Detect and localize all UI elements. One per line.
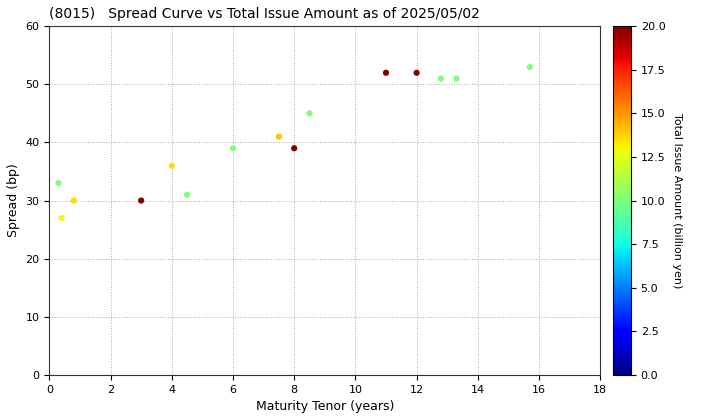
Point <box>380 69 392 76</box>
Point <box>166 162 178 169</box>
Y-axis label: Spread (bp): Spread (bp) <box>7 164 20 237</box>
Y-axis label: Total Issue Amount (billion yen): Total Issue Amount (billion yen) <box>672 113 682 288</box>
Point <box>135 197 147 204</box>
Point <box>56 215 68 221</box>
Point <box>181 192 193 198</box>
X-axis label: Maturity Tenor (years): Maturity Tenor (years) <box>256 400 394 413</box>
Point <box>53 180 64 186</box>
Point <box>68 197 80 204</box>
Point <box>436 75 447 82</box>
Point <box>411 69 423 76</box>
Point <box>228 145 239 152</box>
Text: (8015)   Spread Curve vs Total Issue Amount as of 2025/05/02: (8015) Spread Curve vs Total Issue Amoun… <box>50 7 480 21</box>
Point <box>273 133 284 140</box>
Point <box>451 75 462 82</box>
Point <box>524 63 536 70</box>
Point <box>304 110 315 117</box>
Point <box>289 145 300 152</box>
